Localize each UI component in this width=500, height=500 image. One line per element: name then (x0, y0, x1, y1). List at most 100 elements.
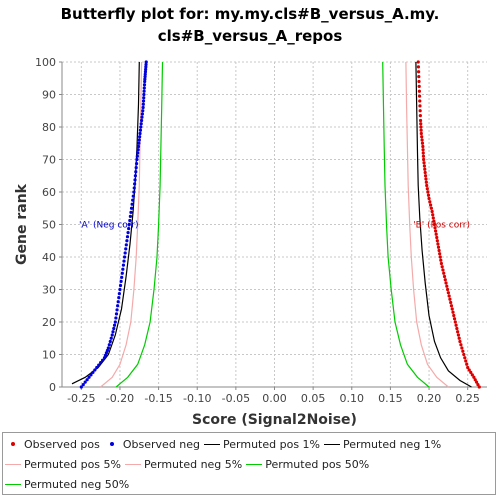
series-point-observed-neg (97, 363, 101, 367)
series-line-permuted-neg-50- (115, 61, 164, 388)
series-point-observed-pos (417, 94, 422, 98)
annotation-label: 'B' (Pos corr) (413, 221, 470, 231)
series-point-observed-neg (140, 112, 144, 116)
legend-line-icon (324, 439, 340, 449)
legend-line-icon (246, 459, 263, 469)
series-point-observed-neg (141, 105, 145, 110)
series-point-observed-pos (423, 167, 427, 171)
series-point-observed-pos (452, 313, 456, 318)
series-point-observed-pos (456, 333, 461, 337)
y-tick-label: 50 (42, 219, 56, 232)
series-point-observed-pos (443, 278, 447, 282)
series-point-observed-pos (418, 118, 423, 123)
series-point-observed-neg (114, 316, 118, 320)
annotation-label: 'A' (Neg corr) (79, 221, 139, 231)
series-point-observed-pos (472, 375, 476, 379)
series-point-observed-neg (105, 348, 109, 353)
series-point-observed-pos (417, 70, 421, 74)
series-point-observed-neg (139, 125, 143, 129)
x-tick-label: 0.20 (417, 392, 442, 405)
series-point-observed-neg (134, 161, 139, 166)
series-point-observed-neg (102, 356, 107, 360)
y-tick-label: 100 (35, 56, 56, 69)
series-point-observed-pos (417, 75, 421, 79)
series-point-observed-neg (114, 312, 119, 316)
series-point-observed-pos (426, 190, 430, 194)
legend-line-icon (5, 459, 21, 469)
series-point-observed-neg (125, 239, 129, 243)
series-point-observed-pos (418, 109, 422, 113)
series-point-observed-pos (420, 141, 425, 145)
series-point-observed-neg (135, 157, 139, 162)
series-point-observed-pos (420, 135, 424, 139)
series-point-observed-neg (116, 304, 120, 308)
series-point-observed-neg (137, 141, 141, 145)
series-point-observed-pos (422, 161, 426, 165)
series-point-observed-pos (431, 216, 435, 220)
series-point-observed-pos (451, 310, 455, 314)
series-point-observed-pos (423, 170, 427, 175)
series-point-observed-neg (91, 370, 95, 374)
series-point-observed-pos (446, 291, 450, 295)
series-point-observed-neg (144, 67, 148, 71)
series-point-observed-pos (466, 365, 470, 370)
series-point-observed-neg (118, 283, 123, 288)
series-point-observed-neg (79, 385, 83, 389)
series-point-observed-pos (420, 138, 424, 142)
series-point-observed-pos (469, 370, 473, 374)
legend-line-icon (124, 459, 141, 469)
legend-row: Permuted pos 5% Permuted neg 5% Permuted p… (5, 454, 373, 474)
series-point-observed-pos (444, 281, 448, 285)
series-point-observed-pos (450, 307, 454, 311)
x-tick-label: 0.15 (378, 392, 403, 405)
series-point-observed-neg (81, 382, 85, 387)
legend-item: Permuted pos 5% (5, 458, 121, 471)
series-point-observed-pos (442, 274, 447, 279)
series-point-observed-neg (140, 115, 144, 119)
series-point-observed-neg (131, 198, 135, 202)
series-point-observed-neg (110, 333, 114, 337)
series-point-observed-pos (422, 164, 427, 168)
legend-row: Observed pos Observed neg Permuted pos 1% P… (5, 434, 445, 454)
legend-item: Permuted neg 5% (124, 457, 243, 471)
x-tick-label: -0.20 (106, 392, 134, 405)
series-point-observed-pos (421, 154, 426, 158)
series-point-observed-neg (143, 70, 148, 74)
series-point-observed-neg (124, 243, 128, 247)
series-point-observed-pos (425, 183, 429, 188)
series-point-observed-neg (126, 231, 130, 235)
series-point-observed-neg (87, 375, 91, 379)
series-point-observed-neg (138, 135, 142, 139)
series-point-observed-neg (137, 138, 141, 142)
series-point-observed-pos (417, 79, 421, 84)
y-tick-label: 40 (42, 251, 56, 264)
series-point-observed-neg (138, 131, 142, 136)
chart-title: Butterfly plot for: my.my.cls#B_versus_A… (0, 3, 500, 47)
y-tick-label: 10 (42, 349, 56, 362)
series-point-observed-pos (416, 60, 420, 64)
series-point-observed-pos (435, 239, 439, 243)
y-tick-label: 20 (42, 316, 56, 329)
series-point-observed-pos (419, 131, 423, 136)
legend-line-icon (204, 439, 221, 449)
series-point-observed-neg (122, 259, 126, 263)
series-line-permuted-pos-1- (415, 61, 472, 388)
series-point-observed-neg (89, 373, 93, 377)
series-point-observed-pos (453, 320, 457, 324)
y-tick-label: 60 (42, 186, 56, 199)
series-point-observed-neg (143, 79, 147, 84)
series-point-observed-neg (136, 151, 140, 155)
legend-label: Permuted neg 5% (143, 457, 243, 471)
series-point-observed-pos (445, 284, 449, 288)
x-tick-label: 0.05 (301, 392, 326, 405)
series-point-observed-neg (109, 336, 113, 340)
legend-label: Permuted pos 1% (223, 437, 320, 451)
series-point-observed-neg (129, 206, 134, 210)
series-point-observed-pos (421, 151, 425, 155)
series-point-observed-neg (124, 247, 128, 251)
series-point-observed-neg (100, 358, 105, 362)
series-point-observed-neg (127, 226, 131, 231)
series-point-observed-neg (106, 346, 110, 350)
series-point-observed-neg (131, 194, 135, 198)
series-point-observed-neg (142, 83, 147, 87)
